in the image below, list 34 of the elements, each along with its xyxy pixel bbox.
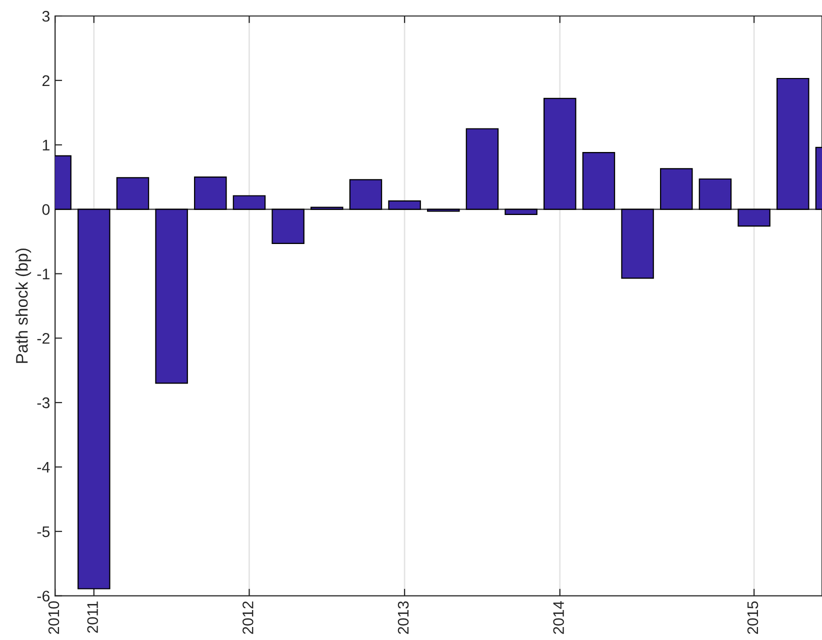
bar [155, 208, 188, 384]
y-tick-label: -3 [37, 397, 50, 408]
bar [660, 168, 693, 210]
bar [232, 195, 266, 210]
y-axis-title: Path shock (bp) [16, 248, 32, 363]
bar [621, 208, 654, 279]
y-tick-label: -6 [37, 590, 50, 602]
x-tick-label: 2015 [747, 601, 758, 634]
bar [504, 208, 538, 215]
bar [466, 128, 499, 210]
bar [582, 152, 616, 210]
x-tick-label: 2010 [48, 601, 60, 634]
bar [194, 176, 227, 210]
bar [776, 78, 810, 210]
bar [349, 179, 382, 210]
y-tick-label: -5 [37, 526, 50, 538]
bar [272, 208, 304, 244]
y-tick-label: 3 [42, 10, 50, 22]
x-tick-label: 2012 [242, 601, 254, 634]
y-tick-label: 0 [42, 204, 50, 215]
y-tick-label: -4 [37, 462, 50, 473]
bar [78, 208, 110, 590]
y-tick-label: 1 [42, 140, 50, 150]
y-tick-label: -1 [37, 268, 50, 280]
bar [544, 98, 576, 210]
y-tick-label: -2 [37, 333, 50, 344]
bar [738, 208, 770, 227]
x-tick-label: 2013 [398, 601, 409, 634]
bar [116, 177, 150, 210]
x-tick-label: 2011 [87, 601, 98, 633]
y-tick-label: 2 [42, 75, 50, 86]
bar [698, 178, 732, 210]
bar [388, 200, 421, 210]
x-tick-label: 2014 [553, 601, 564, 634]
